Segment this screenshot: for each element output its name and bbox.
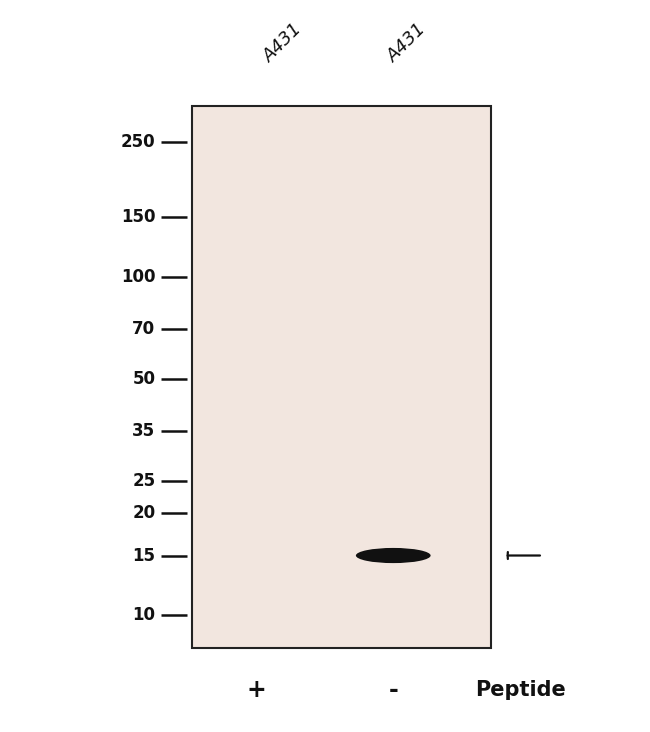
Text: 250: 250 bbox=[121, 133, 155, 152]
Bar bbox=[192, 106, 491, 648]
Text: 25: 25 bbox=[132, 471, 155, 490]
Text: 35: 35 bbox=[132, 422, 155, 440]
Text: Peptide: Peptide bbox=[474, 680, 566, 701]
Text: +: + bbox=[247, 679, 266, 702]
Text: 50: 50 bbox=[133, 370, 155, 388]
Ellipse shape bbox=[356, 548, 430, 563]
Text: A431: A431 bbox=[384, 20, 430, 66]
Text: 100: 100 bbox=[121, 268, 155, 286]
Text: 70: 70 bbox=[132, 321, 155, 338]
Text: 15: 15 bbox=[133, 547, 155, 564]
Text: -: - bbox=[389, 679, 398, 702]
Text: A431: A431 bbox=[260, 20, 306, 66]
Text: 150: 150 bbox=[121, 209, 155, 226]
Text: 20: 20 bbox=[132, 504, 155, 522]
Text: 10: 10 bbox=[133, 606, 155, 624]
